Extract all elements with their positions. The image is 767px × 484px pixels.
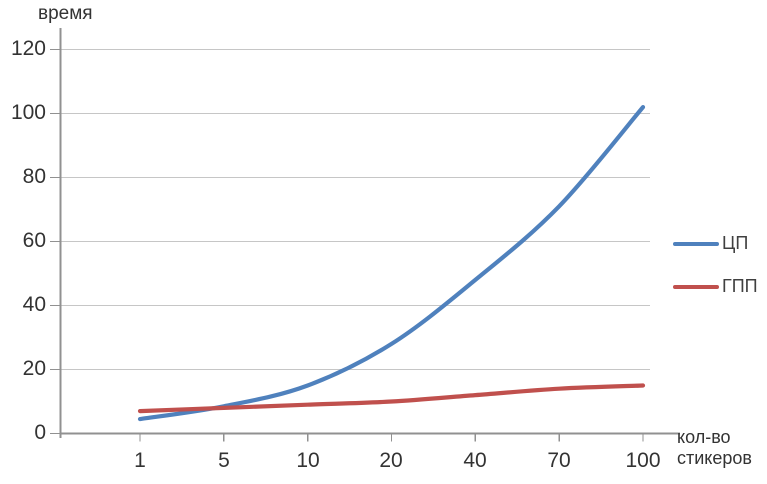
series-line-ГПП: [137, 383, 646, 414]
legend-line-sample-gpp: [673, 284, 719, 289]
y-tick-label-100: 100: [10, 101, 46, 124]
legend-label-gpp: ГПП: [722, 276, 758, 296]
y-tick-label-80: 80: [22, 165, 46, 188]
y-tick-label-20: 20: [22, 357, 46, 380]
y-axis-title: время: [38, 3, 93, 24]
x-axis-title-line1: кол-во: [677, 427, 731, 447]
legend-item-cp: ЦП: [673, 231, 758, 256]
y-tick-label-0: 0: [34, 421, 46, 444]
x-tick-label-20: 20: [379, 449, 403, 472]
x-axis-title-line2: стикеров: [677, 448, 752, 468]
x-tick-label-10: 10: [296, 449, 320, 472]
x-axis-title: кол-во стикеров: [677, 427, 752, 469]
y-tick-label-60: 60: [22, 229, 46, 252]
x-tick-label-70: 70: [547, 449, 571, 472]
legend-item-gpp: ГПП: [673, 274, 758, 299]
x-tick-label-100: 100: [625, 449, 661, 472]
legend-label-cp: ЦП: [722, 233, 749, 253]
y-tick-label-120: 120: [10, 37, 46, 60]
y-tick-label-40: 40: [22, 293, 46, 316]
legend: ЦП ГПП: [673, 231, 758, 299]
x-tick-label-1: 1: [134, 449, 146, 472]
legend-line-sample-cp: [673, 241, 719, 246]
x-tick-label-40: 40: [463, 449, 487, 472]
series-line-ЦП: [137, 105, 646, 422]
x-tick-label-5: 5: [218, 449, 230, 472]
